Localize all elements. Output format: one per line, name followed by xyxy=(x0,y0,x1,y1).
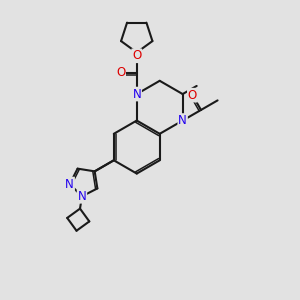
Text: N: N xyxy=(178,114,187,127)
Text: N: N xyxy=(65,178,74,190)
Text: N: N xyxy=(132,88,141,100)
Text: O: O xyxy=(188,89,197,102)
Text: O: O xyxy=(116,66,125,80)
Text: O: O xyxy=(132,49,141,62)
Text: N: N xyxy=(78,190,86,203)
